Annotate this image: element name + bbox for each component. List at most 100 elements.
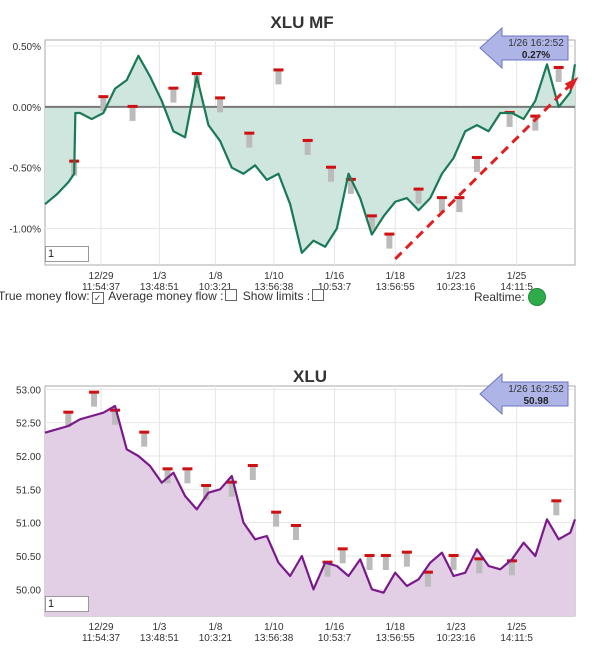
marker-cap: [422, 570, 433, 574]
realtime-label: Realtime:: [474, 290, 525, 304]
realtime-indicator[interactable]: [528, 288, 546, 306]
marker-stem: [506, 112, 513, 127]
marker-stem: [246, 133, 253, 148]
marker-cap: [290, 524, 301, 527]
marker-cap: [168, 86, 179, 90]
marker-cap: [182, 467, 193, 471]
avg-mf-label: Average money flow :: [108, 289, 224, 303]
x-tick-date: 1/23: [446, 271, 466, 282]
marker-stem: [141, 432, 148, 447]
marker-stem: [324, 562, 331, 577]
marker-stem: [249, 466, 256, 480]
marker-stem: [438, 198, 445, 213]
marker-stem: [424, 572, 431, 587]
zoom-input[interactable]: 1: [45, 246, 89, 262]
y-tick-label: -1.00%: [9, 225, 41, 236]
x-tick-date: 1/3: [152, 271, 166, 282]
marker-cap: [506, 559, 517, 563]
y-tick-label: 51.00: [16, 519, 41, 530]
marker-stem: [129, 106, 136, 121]
x-tick-time: 14:11:5: [500, 633, 533, 644]
x-tick-time: 10:23:16: [436, 633, 475, 644]
chart-title: XLU MF: [270, 13, 333, 32]
last-value: 0.27%: [522, 50, 550, 61]
marker-stem: [228, 482, 235, 497]
marker-cap: [326, 165, 337, 169]
x-tick-time: 13:56:55: [376, 633, 415, 644]
x-tick-time: 10:3:21: [199, 282, 233, 290]
marker-cap: [302, 138, 313, 142]
marker-stem: [65, 412, 72, 427]
marker-cap: [139, 430, 150, 434]
marker-cap: [244, 131, 255, 135]
x-tick-time: 13:56:38: [254, 282, 293, 290]
marker-cap: [162, 467, 173, 471]
marker-cap: [553, 65, 564, 69]
x-tick-date: 1/10: [264, 622, 284, 633]
label-arrow-shape: [479, 372, 569, 416]
x-tick-date: 12/29: [89, 271, 114, 282]
trend-arrow-line: [394, 81, 574, 260]
true-mf-label: True money flow:: [0, 289, 90, 303]
show-limits-checkbox[interactable]: [312, 289, 325, 301]
marker-stem: [203, 486, 210, 500]
series-area: [45, 406, 575, 616]
marker-stem: [553, 501, 560, 516]
true-mf-checkbox[interactable]: ✓: [91, 292, 104, 304]
x-tick-date: 1/23: [446, 622, 466, 633]
marker-cap: [471, 155, 482, 159]
marker-cap: [337, 547, 348, 551]
marker-stem: [473, 157, 480, 172]
xlu-mf-chart: XLU MF 0.50% 0.00% -0.50% -1.00% 12/2911:54:…: [9, 13, 579, 290]
x-tick-time: 13:48:51: [140, 282, 179, 290]
series-line: [44, 404, 577, 594]
marker-cap: [436, 196, 447, 200]
zoom-input[interactable]: 1: [45, 596, 89, 612]
x-tick-date: 1/18: [385, 622, 405, 633]
marker-stem: [273, 512, 280, 527]
x-tick-date: 1/25: [507, 622, 527, 633]
y-tick-label: -0.50%: [9, 164, 41, 175]
marker-cap: [191, 72, 202, 76]
marker-stem: [532, 116, 539, 131]
marker-cap: [366, 214, 377, 218]
marker-cap: [474, 557, 485, 561]
marker-stem: [170, 88, 177, 103]
y-tick-label: 50.50: [16, 552, 41, 563]
marker-cap: [273, 68, 284, 72]
marker-stem: [382, 556, 389, 570]
true-mf-control: True money flow: ✓ Average money flow : S…: [0, 289, 326, 304]
marker-stem: [339, 549, 346, 564]
marker-stem: [366, 556, 373, 570]
trend-arrow-head: [564, 76, 579, 91]
marker-cap: [215, 96, 226, 100]
last-date: 1/26 16:2:52: [508, 38, 564, 49]
marker-cap: [271, 510, 282, 514]
avg-mf-checkbox[interactable]: [225, 289, 238, 301]
x-tick-date: 1/3: [152, 622, 166, 633]
marker-stem: [217, 98, 224, 113]
x-tick-time: 14:11:5: [500, 282, 533, 290]
marker-stem: [456, 198, 463, 213]
marker-stem: [112, 410, 119, 425]
marker-stem: [275, 70, 282, 85]
x-tick-time: 13:48:51: [140, 633, 179, 644]
marker-stem: [415, 189, 422, 204]
marker-stem: [347, 179, 354, 194]
x-tick-time: 11:54:37: [82, 282, 121, 290]
x-tick-time: 13:56:38: [254, 633, 293, 644]
marker-stem: [555, 67, 562, 82]
marker-cap: [380, 554, 391, 557]
y-tick-label: 0.50%: [13, 42, 41, 53]
marker-cap: [454, 196, 465, 200]
x-tick-time: 11:54:37: [82, 633, 121, 644]
marker-stem: [304, 140, 311, 155]
x-tick-time: 10:53:7: [318, 633, 352, 644]
marker-stem: [292, 526, 299, 540]
marker-stem: [508, 561, 515, 576]
marker-stem: [450, 556, 457, 570]
show-limits-label: Show limits :: [242, 289, 311, 303]
x-tick-date: 1/8: [208, 622, 222, 633]
marker-stem: [403, 552, 410, 567]
x-tick-date: 1/16: [325, 271, 345, 282]
